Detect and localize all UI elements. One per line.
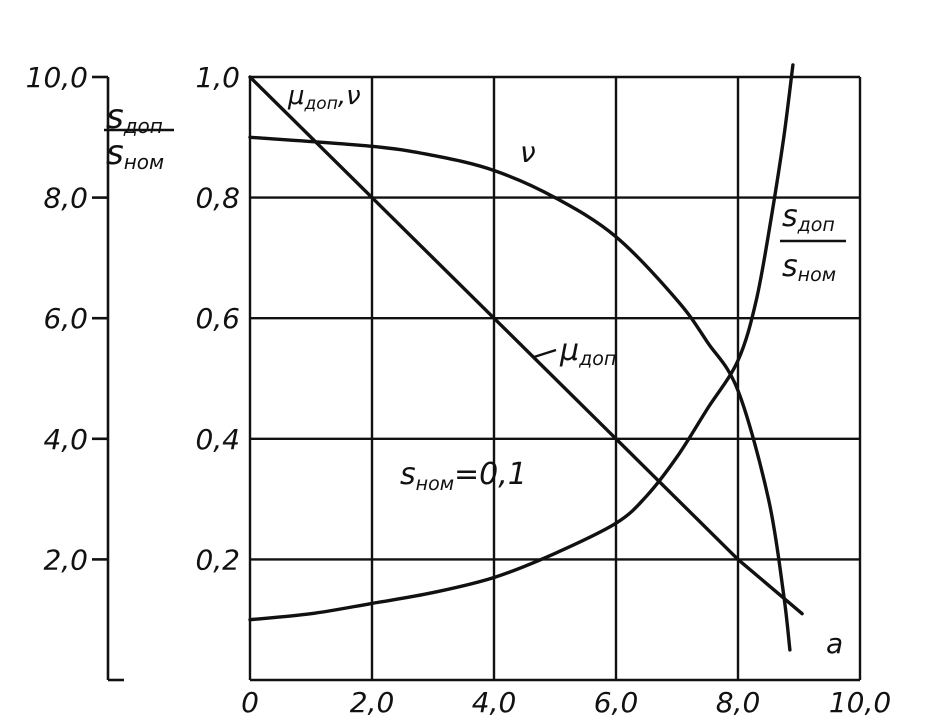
x-ticks: 0 2,0 4,0 6,0 8,0 10,0 <box>241 686 891 719</box>
right-y-tick-label: 1,0 <box>195 61 240 94</box>
svg-text:sдоп: sдоп <box>782 199 835 236</box>
right-y-tick-label: 0,6 <box>195 302 240 335</box>
left-y-tick-label: 10,0 <box>26 61 88 94</box>
left-y-tick-label: 6,0 <box>43 302 88 335</box>
curve-nu <box>248 135 792 652</box>
left-y-ticks: 2,0 4,0 6,0 8,0 10,0 <box>26 61 124 682</box>
x-axis-label: a <box>826 627 843 660</box>
gridlines <box>248 75 862 682</box>
right-y-tick-label: 0,8 <box>195 182 240 215</box>
x-tick-label: 8,0 <box>716 686 761 719</box>
right-y-tick-label: 0,2 <box>195 543 240 576</box>
x-tick-label: 6,0 <box>594 686 639 719</box>
curve-s-ratio <box>248 63 795 622</box>
series-label-nu: ν <box>520 136 536 169</box>
x-tick-label: 10,0 <box>829 686 891 719</box>
right-y-tick-label: 0,4 <box>195 423 240 456</box>
svg-text:sном: sном <box>106 133 164 174</box>
svg-text:sдоп: sдоп <box>106 97 163 138</box>
left-y-tick-label: 4,0 <box>43 423 88 456</box>
right-y-axis-label: μдоп,ν <box>287 81 361 114</box>
left-y-tick-label: 8,0 <box>43 182 88 215</box>
right-y-ticks: 0,2 0,4 0,6 0,8 1,0 <box>195 61 240 576</box>
x-tick-label: 4,0 <box>472 686 517 719</box>
curve-mu-dop <box>248 75 804 616</box>
x-tick-label: 2,0 <box>350 686 395 719</box>
annotation-s-nom: sном=0,1 <box>400 457 527 495</box>
svg-text:sном: sном <box>782 249 836 286</box>
left-y-axis-label: sдоп sном <box>104 97 174 174</box>
series-label-s-ratio: sдоп sном <box>780 199 846 286</box>
left-y-tick-label: 2,0 <box>43 543 88 576</box>
series-label-mu: μдоп <box>559 333 616 370</box>
series-label-mu-leader <box>533 348 557 359</box>
curves <box>248 63 804 652</box>
x-tick-label: 0 <box>241 686 259 719</box>
